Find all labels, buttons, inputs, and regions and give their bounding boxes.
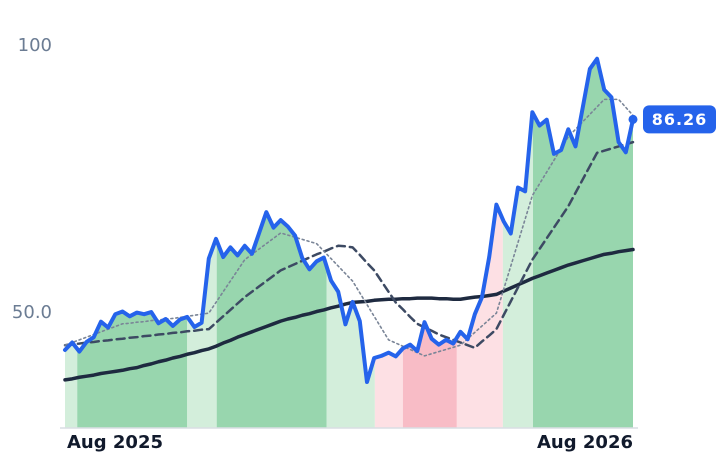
value-badge [643,105,716,134]
y-tick-label: 100 [18,35,52,56]
band-area [456,204,503,428]
series-line [63,140,635,350]
x-tick-label: Aug 2026 [537,432,633,453]
band-area [216,212,327,428]
series-line [63,56,635,385]
band-area [533,58,633,428]
band-area [65,342,78,428]
band-area [402,322,457,428]
series-line [64,98,634,357]
x-tick-label: Aug 2025 [67,432,163,453]
band-area [374,348,403,428]
band-area [187,238,217,428]
series-line [63,247,635,382]
last-value-label: 86.26 [652,110,708,129]
last-point [628,114,638,124]
y-tick-label: 50.0 [12,302,52,323]
